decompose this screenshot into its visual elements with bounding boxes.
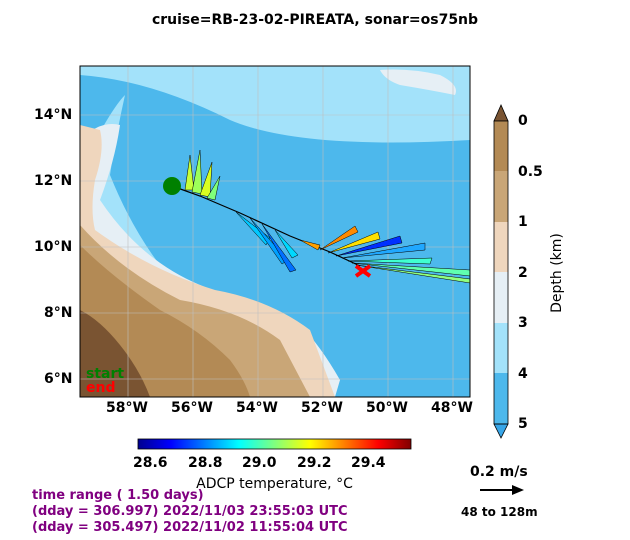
lat-tick-10n: 10°N <box>34 239 73 255</box>
colorbar-bottom-extend <box>493 423 509 439</box>
vector-arrow <box>206 175 221 201</box>
start-marker <box>163 177 181 195</box>
temp-tick-29-0: 29.0 <box>242 455 277 471</box>
depth-tick-1: 1 <box>518 214 528 230</box>
time-start: (dday = 305.497) 2022/11/02 11:55:04 UTC <box>32 520 348 535</box>
depth-tick-0: 0 <box>518 113 528 129</box>
depth-colorbar <box>493 104 509 439</box>
gridlines <box>80 66 470 397</box>
coastal-land <box>80 310 150 397</box>
temp-tick-28-8: 28.8 <box>188 455 223 471</box>
temp-tick-29-2: 29.2 <box>297 455 332 471</box>
time-end: (dday = 306.997) 2022/11/03 23:55:03 UTC <box>32 504 348 519</box>
depth-tick-4: 4 <box>518 366 528 382</box>
vector-arrow <box>191 149 203 195</box>
depth-tick-3: 3 <box>518 315 528 331</box>
legend-start: start <box>86 366 125 382</box>
end-marker <box>354 264 372 278</box>
vector-arrow <box>184 154 195 191</box>
scale-depth-range: 48 to 128m <box>461 505 538 519</box>
scale-arrow <box>480 485 524 495</box>
scale-speed-label: 0.2 m/s <box>470 464 528 480</box>
lon-tick-50w: 50°W <box>366 400 408 416</box>
depth-tick-0-5: 0.5 <box>518 164 543 180</box>
colorbar-top-extend <box>493 104 509 122</box>
vector-arrow <box>335 235 403 257</box>
vector-arrow <box>327 231 381 254</box>
bathymetry-layer <box>80 66 470 397</box>
time-range: time range ( 1.50 days) <box>32 488 204 503</box>
lon-tick-48w: 48°W <box>431 400 473 416</box>
map-frame <box>79 65 471 398</box>
temp-tick-28-6: 28.6 <box>133 455 168 471</box>
depth-tick-2: 2 <box>518 265 528 281</box>
lon-tick-54w: 54°W <box>236 400 278 416</box>
vector-arrow <box>341 242 426 259</box>
temperature-colorbar <box>137 438 412 450</box>
lat-tick-6n: 6°N <box>44 371 73 387</box>
plot-title: cruise=RB-23-02-PIREATA, sonar=os75nb <box>151 12 479 28</box>
lon-tick-58w: 58°W <box>106 400 148 416</box>
vector-arrow <box>199 161 213 198</box>
vector-arrow <box>261 223 297 273</box>
temp-tick-29-4: 29.4 <box>351 455 386 471</box>
vector-arrow <box>299 239 321 251</box>
ship-track <box>163 149 470 284</box>
depth-colorbar-label: Depth (km) <box>549 233 565 313</box>
vector-arrow <box>355 264 470 284</box>
temp-colorbar-label: ADCP temperature, °C <box>196 476 353 492</box>
lat-tick-8n: 8°N <box>44 305 73 321</box>
lon-tick-52w: 52°W <box>301 400 343 416</box>
vector-arrow <box>319 225 359 251</box>
legend-end: end <box>86 380 116 396</box>
deep-ocean-band <box>80 66 470 143</box>
vector-arrow <box>351 262 470 277</box>
lat-tick-12n: 12°N <box>34 173 73 189</box>
lon-tick-56w: 56°W <box>171 400 213 416</box>
shallow-patch-ne <box>380 69 456 95</box>
vector-arrow <box>347 257 433 265</box>
vector-arrow <box>274 229 299 259</box>
lat-tick-14n: 14°N <box>34 107 73 123</box>
depth-tick-5: 5 <box>518 416 528 432</box>
